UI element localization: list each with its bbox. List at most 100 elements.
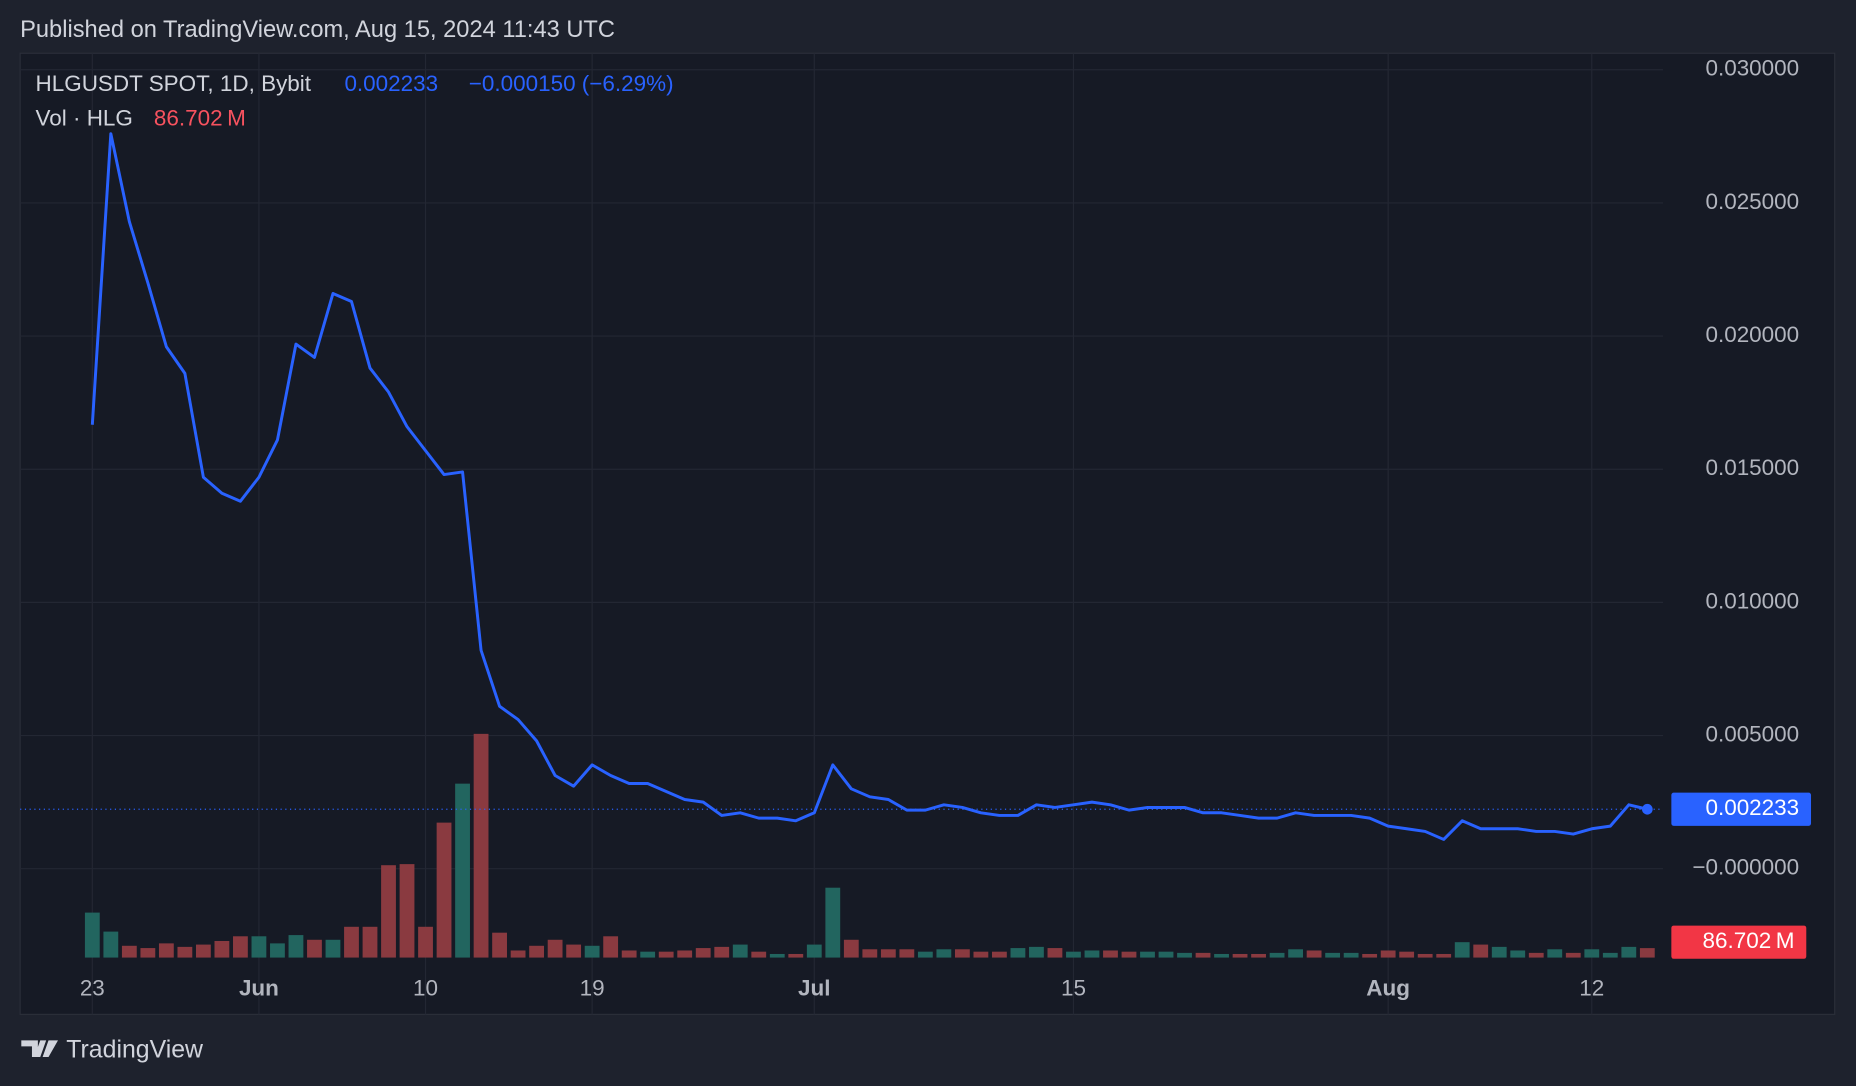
volume-bar bbox=[1047, 948, 1063, 958]
volume-bar bbox=[566, 944, 582, 958]
volume-bar bbox=[1269, 952, 1285, 958]
volume-bar bbox=[1510, 950, 1526, 958]
volume-bar bbox=[788, 953, 804, 958]
volume-bar bbox=[436, 822, 452, 958]
volume-bar bbox=[1010, 948, 1026, 958]
volume-bar bbox=[1177, 952, 1192, 958]
volume-bar bbox=[1158, 951, 1174, 958]
volume-bar bbox=[1473, 944, 1489, 958]
x-tick-label: 10 bbox=[413, 975, 438, 1000]
y-tick-label: 0.015000 bbox=[1705, 455, 1799, 480]
volume-bar bbox=[140, 948, 156, 958]
volume-bar bbox=[473, 733, 489, 958]
last-price-box bbox=[1671, 792, 1812, 826]
x-tick-label: 12 bbox=[1579, 975, 1604, 1000]
volume-bar bbox=[84, 912, 100, 958]
volume-bar bbox=[251, 936, 267, 958]
volume-box-label: 86.702 M bbox=[1702, 928, 1794, 953]
volume-bar bbox=[362, 926, 378, 958]
volume-bar bbox=[621, 950, 637, 958]
volume-bar bbox=[603, 936, 619, 958]
volume-bar bbox=[584, 945, 600, 958]
x-tick-label: Jul bbox=[798, 975, 830, 1000]
volume-bar bbox=[954, 949, 970, 958]
volume-bar bbox=[806, 944, 822, 958]
volume-bar bbox=[1380, 950, 1396, 958]
volume-bar bbox=[1454, 942, 1470, 958]
volume-bar bbox=[233, 936, 248, 958]
volume-bar bbox=[195, 944, 211, 958]
volume-bar bbox=[1417, 953, 1433, 958]
volume-value: 86.702 M bbox=[154, 105, 246, 130]
last-price-label: 0.002233 bbox=[1705, 795, 1799, 820]
volume-bar bbox=[270, 943, 285, 958]
volume-bar bbox=[880, 949, 896, 958]
chart-pane bbox=[19, 52, 1836, 1015]
volume-bar bbox=[1066, 951, 1081, 958]
volume-bar bbox=[936, 949, 952, 958]
volume-bar bbox=[1399, 951, 1415, 958]
volume-bar bbox=[1325, 952, 1341, 958]
price-change: −0.000150 (−6.29%) bbox=[469, 71, 674, 96]
volume-bar bbox=[1362, 953, 1378, 958]
volume-bar bbox=[1029, 946, 1044, 958]
volume-bar bbox=[658, 951, 674, 958]
volume-bar bbox=[677, 950, 693, 958]
volume-bar bbox=[973, 951, 989, 958]
volume-bar bbox=[547, 939, 563, 958]
volume-bar bbox=[1621, 946, 1637, 958]
volume-bar bbox=[1565, 952, 1581, 958]
volume-bar bbox=[381, 865, 396, 958]
y-tick-label: 0.010000 bbox=[1705, 588, 1799, 613]
volume-bar bbox=[1121, 951, 1137, 958]
x-tick-label: Aug bbox=[1366, 975, 1410, 1000]
volume-bar bbox=[992, 951, 1007, 958]
y-tick-label: 0.005000 bbox=[1705, 721, 1799, 746]
volume-bar bbox=[214, 940, 230, 958]
volume-bar bbox=[1436, 953, 1452, 958]
volume-bar bbox=[325, 939, 341, 958]
volume-bar bbox=[899, 949, 915, 958]
volume-bar bbox=[862, 949, 878, 958]
volume-bar bbox=[1251, 953, 1266, 958]
volume-bar bbox=[1214, 953, 1229, 958]
volume-bar bbox=[1084, 950, 1100, 958]
y-tick-label: 0.020000 bbox=[1705, 322, 1799, 347]
volume-bar bbox=[103, 931, 119, 958]
volume-bar bbox=[769, 953, 785, 958]
volume-bar bbox=[158, 943, 174, 958]
volume-bar bbox=[492, 932, 507, 958]
published-note: Published on TradingView.com, Aug 15, 20… bbox=[20, 17, 615, 43]
brand-logo bbox=[21, 1040, 58, 1058]
volume-bar bbox=[1547, 949, 1563, 958]
volume-bar bbox=[1343, 952, 1359, 958]
volume-bar bbox=[1584, 949, 1600, 958]
volume-bar bbox=[418, 926, 433, 958]
volume-title: Vol · HLG bbox=[36, 105, 133, 130]
y-tick-label: 0.030000 bbox=[1705, 56, 1799, 81]
volume-bar bbox=[1195, 952, 1211, 958]
volume-box bbox=[1671, 925, 1807, 959]
price-line bbox=[90, 132, 1648, 841]
y-tick-label: −0.000000 bbox=[1692, 855, 1799, 880]
volume-bar bbox=[640, 951, 656, 958]
volume-bar bbox=[695, 948, 711, 958]
volume-bar bbox=[1306, 950, 1322, 958]
volume-bar bbox=[1639, 948, 1655, 958]
x-tick-label: 15 bbox=[1061, 975, 1086, 1000]
volume-bar bbox=[825, 887, 841, 958]
volume-bar bbox=[1491, 946, 1507, 958]
volume-bar bbox=[1602, 952, 1618, 958]
volume-bar bbox=[307, 939, 322, 958]
symbol: HLGUSDT SPOT, 1D, Bybit bbox=[36, 71, 312, 96]
volume-bar bbox=[177, 946, 193, 958]
volume-bar bbox=[510, 950, 526, 958]
y-tick-label: 0.025000 bbox=[1705, 189, 1799, 214]
volume-bar bbox=[1528, 952, 1544, 958]
volume-bar bbox=[732, 944, 748, 958]
last-price-dot bbox=[1641, 803, 1653, 815]
volume-bar bbox=[399, 864, 415, 958]
volume-bar bbox=[529, 945, 545, 958]
